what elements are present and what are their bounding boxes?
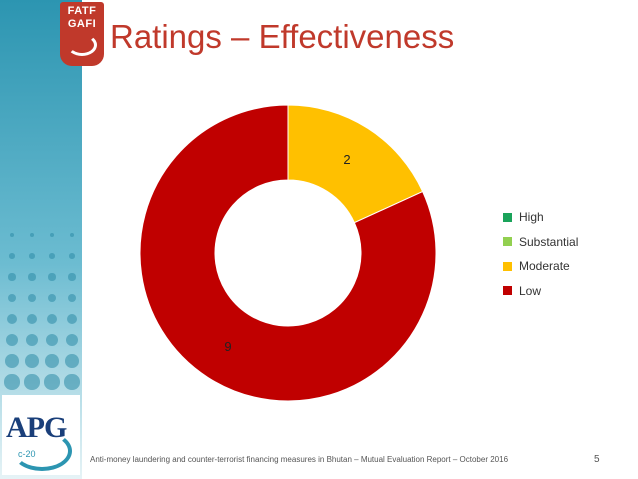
page-number: 5 — [594, 454, 600, 465]
decorative-dot — [44, 374, 60, 390]
donut-slice-low — [139, 104, 437, 402]
legend-label: Low — [519, 283, 542, 298]
decorative-dot — [28, 273, 36, 281]
legend-label: Substantial — [519, 234, 579, 249]
decorative-dot — [46, 313, 58, 325]
slide-title: Ratings – Effectiveness — [110, 18, 455, 55]
legend-item-moderate: Moderate — [503, 254, 578, 279]
data-label-low: 9 — [224, 339, 231, 354]
legend-item-substantial: Substantial — [503, 230, 578, 255]
decorative-dot — [6, 313, 18, 325]
decorative-dot — [64, 374, 80, 390]
apg-ring-icon — [12, 431, 72, 471]
decorative-dot — [45, 354, 59, 368]
apg-logo-year: c-20 — [18, 449, 36, 459]
decorative-dot — [66, 313, 78, 325]
decorative-dot — [5, 354, 19, 368]
slide-footer: Anti-money laundering and counter-terror… — [90, 455, 509, 464]
decorative-dot — [9, 253, 15, 259]
fatf-logo-line2: GAFI — [67, 18, 97, 30]
decorative-dots — [0, 225, 82, 395]
decorative-dot — [70, 233, 74, 237]
data-label-moderate: 2 — [343, 152, 350, 167]
decorative-dot — [26, 334, 38, 346]
decorative-dot — [46, 334, 58, 346]
decorative-dot — [69, 253, 75, 259]
decorative-dot — [7, 293, 17, 303]
legend-swatch — [503, 237, 512, 247]
chart-legend: High Substantial Moderate Low — [503, 205, 578, 303]
fatf-swoosh-icon — [67, 34, 97, 56]
decorative-dot — [66, 334, 78, 346]
decorative-dot — [8, 273, 16, 281]
legend-swatch — [503, 212, 512, 222]
fatf-logo: FATF GAFI — [60, 2, 104, 66]
legend-swatch — [503, 286, 512, 296]
decorative-dot — [67, 293, 77, 303]
decorative-dot — [48, 273, 56, 281]
decorative-dot — [68, 273, 76, 281]
donut-slice-moderate — [287, 104, 424, 224]
decorative-dot — [24, 374, 40, 390]
fatf-logo-line1: FATF — [67, 5, 97, 17]
decorative-dot — [4, 374, 20, 390]
decorative-dot — [10, 233, 14, 237]
decorative-dot — [50, 233, 54, 237]
legend-item-high: High — [503, 205, 578, 230]
legend-label: High — [519, 210, 544, 225]
legend-label: Moderate — [519, 259, 570, 274]
decorative-dot — [65, 354, 79, 368]
decorative-dot — [25, 354, 39, 368]
legend-swatch — [503, 261, 512, 271]
decorative-dot — [29, 253, 35, 259]
decorative-dot — [47, 293, 57, 303]
decorative-dot — [49, 253, 55, 259]
decorative-dot — [30, 233, 34, 237]
apg-logo: APG c-20 — [2, 395, 80, 475]
legend-item-low: Low — [503, 279, 578, 304]
decorative-dot — [26, 313, 38, 325]
decorative-dot — [6, 334, 18, 346]
decorative-dot — [27, 293, 37, 303]
